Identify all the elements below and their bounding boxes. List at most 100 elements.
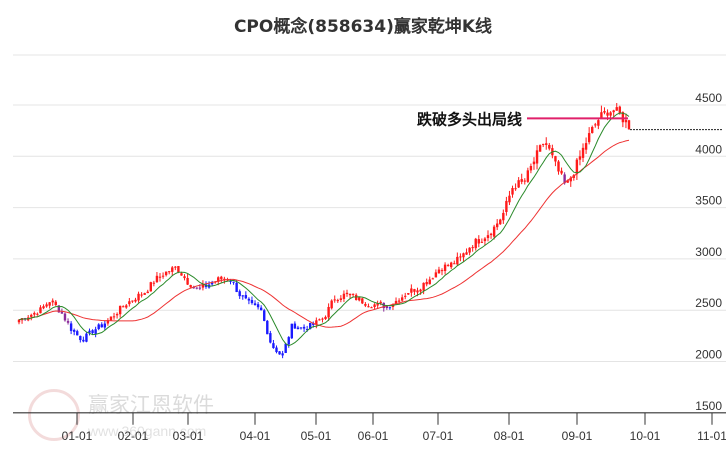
candle-body	[594, 124, 597, 126]
candle-body	[615, 107, 618, 111]
candle-body	[48, 302, 51, 306]
candle-body	[443, 264, 447, 271]
candle-body	[275, 347, 278, 353]
candle-body	[269, 333, 272, 343]
candle-body	[94, 329, 97, 334]
candle-body	[51, 300, 54, 303]
candle-body	[385, 306, 389, 309]
candle-body	[88, 330, 91, 333]
candle-body	[247, 298, 251, 301]
candle-body	[416, 290, 419, 293]
candle-body	[333, 299, 336, 301]
candle-body	[370, 307, 373, 309]
candle-body	[483, 238, 487, 242]
candle-body	[109, 316, 113, 321]
exit-line-label: 跌破多头出局线	[417, 110, 522, 128]
candle-body	[33, 312, 36, 315]
candle-body	[407, 293, 410, 295]
candle-body	[621, 112, 625, 123]
y-tick-label: 4000	[695, 142, 722, 156]
candle-body	[183, 276, 186, 279]
candle-body	[600, 112, 603, 119]
x-tick-label: 07-01	[423, 429, 454, 443]
candle-body	[210, 282, 214, 285]
candle-body	[122, 306, 125, 308]
x-tick-label: 09-01	[562, 429, 593, 443]
candle-body	[437, 269, 441, 274]
candle-body	[336, 300, 339, 302]
candle-body	[545, 143, 548, 145]
candle-body	[578, 156, 582, 160]
candle-body	[538, 145, 542, 152]
candle-body	[63, 313, 67, 321]
candle-body	[85, 333, 88, 342]
candle-body	[17, 319, 21, 323]
candle-body	[548, 144, 551, 149]
x-tick-label: 11-01	[697, 429, 726, 443]
candle-body	[189, 285, 192, 288]
candle-body	[57, 305, 61, 313]
candle-body	[36, 313, 39, 315]
candle-body	[164, 271, 168, 276]
candle-body	[324, 316, 327, 320]
candle-body	[425, 281, 428, 285]
candle-body	[253, 303, 257, 306]
candle-body	[106, 320, 110, 324]
candle-body	[125, 305, 128, 308]
candle-body	[146, 291, 149, 294]
candle-body	[198, 287, 202, 289]
candle-body	[229, 280, 232, 282]
candle-body	[315, 320, 318, 325]
candle-body	[149, 282, 153, 292]
candle-body	[318, 319, 321, 321]
candle-body	[296, 327, 300, 330]
candle-body	[358, 297, 361, 301]
candle-body	[266, 320, 269, 335]
candle-body	[361, 298, 364, 304]
candle-body	[456, 256, 459, 265]
candle-body	[612, 110, 615, 113]
candle-body	[171, 267, 174, 272]
x-tick-label: 03-01	[173, 429, 204, 443]
candle-body	[302, 326, 306, 329]
candle-body	[272, 343, 275, 349]
candle-body	[281, 353, 284, 356]
candle-body	[465, 252, 468, 255]
candle-body	[192, 287, 195, 289]
candle-body	[477, 239, 480, 244]
candle-body	[379, 301, 382, 304]
candle-body	[217, 277, 220, 282]
candle-body	[250, 300, 254, 304]
candle-body	[618, 106, 622, 113]
x-tick-label: 01-01	[62, 429, 93, 443]
candle-body	[186, 277, 189, 285]
y-tick-label: 3000	[695, 245, 722, 259]
candle-body	[364, 303, 367, 306]
candle-body	[321, 318, 324, 320]
candle-body	[453, 263, 456, 265]
candle-body	[174, 266, 177, 268]
candle-body	[76, 331, 79, 336]
candles	[17, 102, 631, 359]
candle-body	[492, 226, 496, 237]
candle-body	[79, 335, 82, 341]
candle-body	[394, 300, 398, 304]
candle-body	[177, 266, 180, 273]
candle-body	[180, 273, 183, 276]
candle-body	[54, 301, 57, 306]
candle-body	[495, 223, 499, 228]
y-tick-label: 4500	[695, 91, 722, 105]
candle-body	[505, 200, 508, 212]
candle-body	[143, 293, 146, 295]
candle-body	[431, 278, 435, 280]
candle-body	[575, 159, 579, 175]
candle-body	[514, 188, 517, 190]
candle-body	[238, 291, 241, 297]
candle-body	[569, 177, 572, 182]
candle-body	[557, 161, 560, 172]
candle-body	[499, 219, 502, 225]
candle-body	[140, 294, 143, 296]
watermark-seal	[28, 389, 80, 441]
candle-body	[42, 306, 45, 309]
